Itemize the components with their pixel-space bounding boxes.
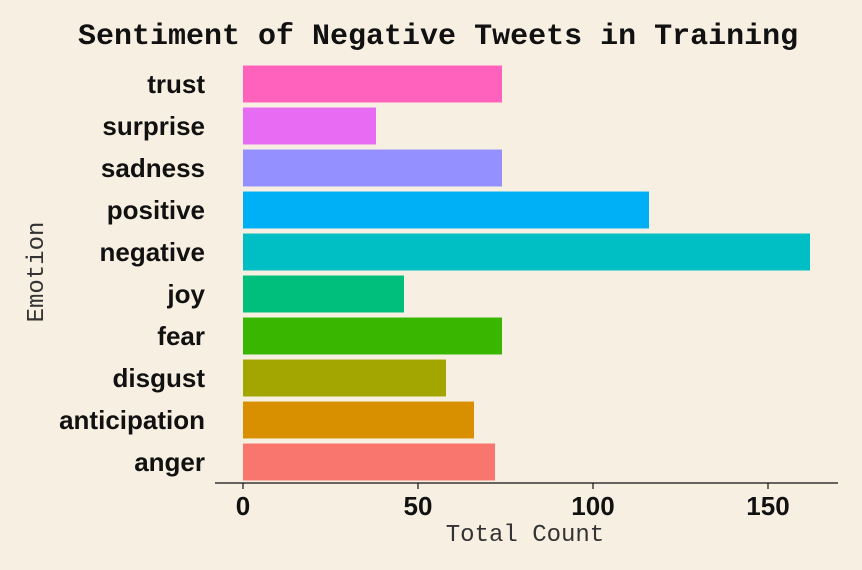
bar-trust bbox=[243, 65, 502, 103]
category-label-negative: negative bbox=[100, 237, 206, 267]
category-label-fear: fear bbox=[157, 321, 205, 351]
bar-anger bbox=[243, 443, 495, 481]
y-axis-title: Emotion bbox=[24, 222, 51, 323]
bars-group bbox=[243, 65, 810, 481]
x-axis-ticks-group: 0 50 100 150 bbox=[236, 483, 790, 521]
bar-fear bbox=[243, 317, 502, 355]
category-labels-group: anger anticipation disgust fear joy negative p… bbox=[59, 69, 205, 477]
bar-negative bbox=[243, 233, 810, 271]
category-label-positive: positive bbox=[107, 195, 205, 225]
category-label-sadness: sadness bbox=[101, 153, 205, 183]
bar-joy bbox=[243, 275, 404, 313]
category-label-anger: anger bbox=[134, 447, 205, 477]
x-tick-label: 0 bbox=[236, 491, 250, 521]
bar-disgust bbox=[243, 359, 446, 397]
bar-anticipation bbox=[243, 401, 474, 439]
bar-positive bbox=[243, 191, 649, 229]
bar-surprise bbox=[243, 107, 376, 145]
category-label-disgust: disgust bbox=[113, 363, 206, 393]
x-tick-label: 50 bbox=[404, 491, 433, 521]
category-label-surprise: surprise bbox=[102, 111, 205, 141]
chart-title: Sentiment of Negative Tweets in Training bbox=[78, 20, 798, 54]
bar-sadness bbox=[243, 149, 502, 187]
x-axis-title: Total Count bbox=[446, 522, 604, 549]
x-tick-label: 150 bbox=[746, 491, 789, 521]
category-label-anticipation: anticipation bbox=[59, 405, 205, 435]
category-label-trust: trust bbox=[147, 69, 205, 99]
x-tick-label: 100 bbox=[571, 491, 614, 521]
category-label-joy: joy bbox=[166, 279, 205, 309]
